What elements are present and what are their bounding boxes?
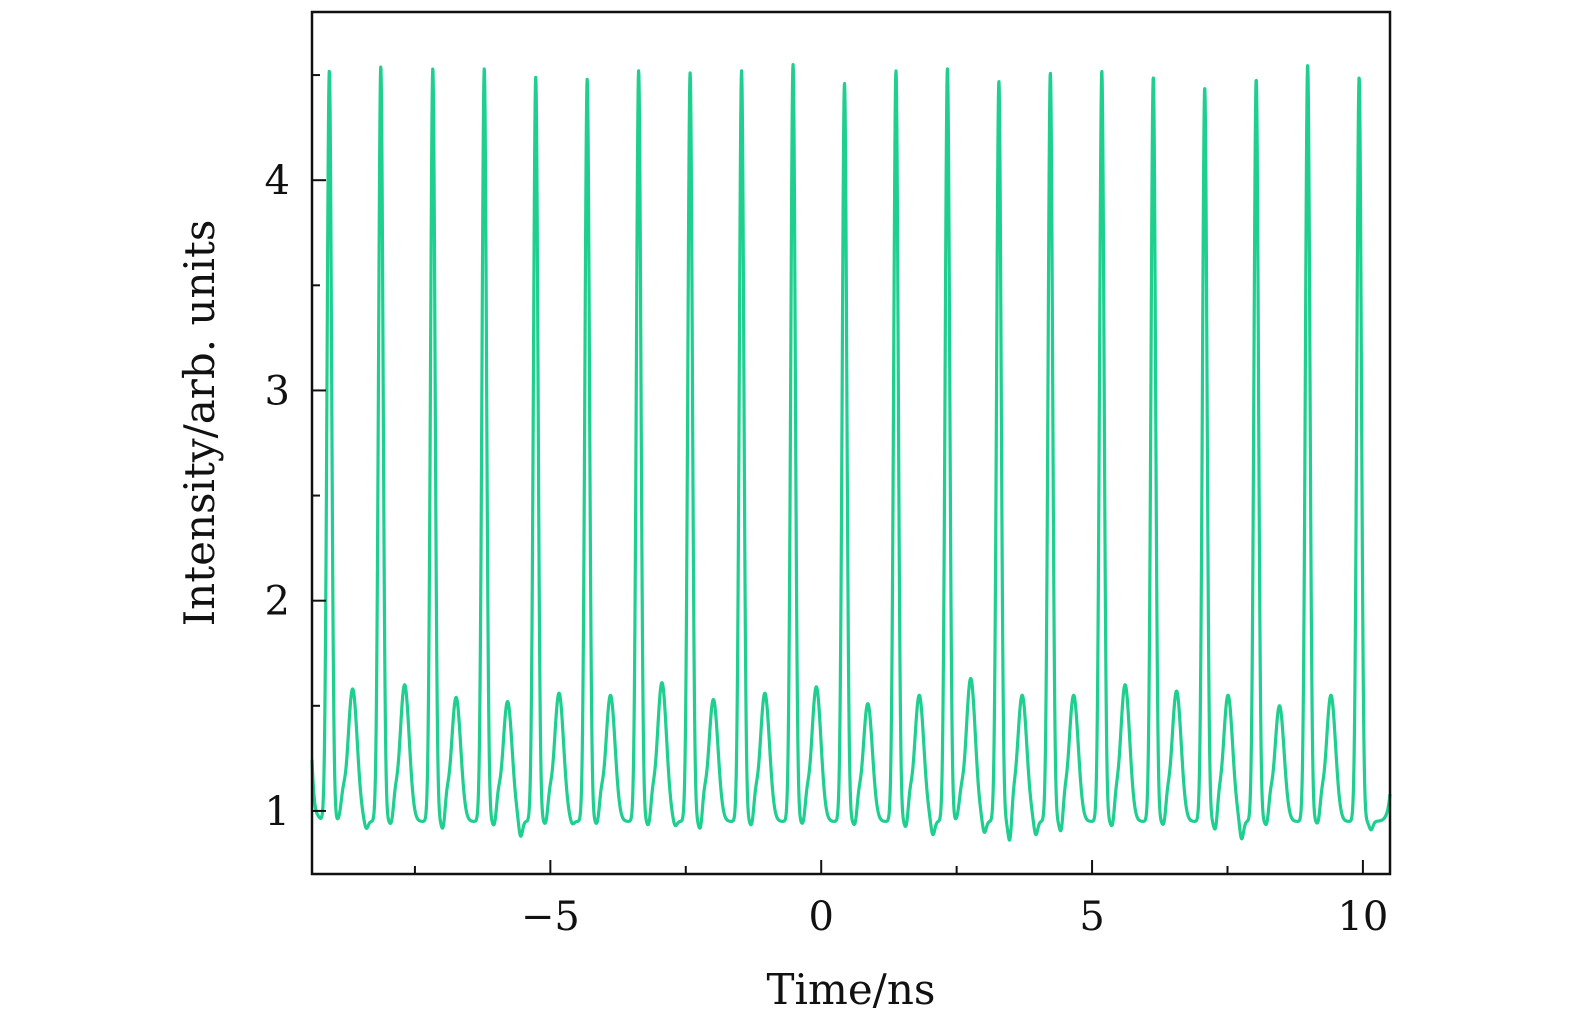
series-line-0 [310,62,1392,842]
series-layer [310,62,1392,842]
x-tick-label: 0 [808,894,833,940]
plot-frame [310,10,1392,876]
x-tick-label: 5 [1079,894,1104,940]
x-tick-label: 10 [1337,894,1388,940]
y-tick-label: 4 [265,158,290,204]
y-tick-label: 2 [265,579,290,625]
x-axis-ticks: −5 0 5 10 [413,860,1388,940]
y-axis-title: Intensity/arb. units [175,220,224,627]
x-axis-title: Time/ns [767,965,936,1014]
plot-area [310,10,1392,876]
x-tick-label: −5 [521,894,580,940]
y-tick-label: 1 [265,789,290,835]
y-tick-label: 3 [265,368,290,414]
y-axis-ticks: 1 2 3 4 [265,74,326,835]
